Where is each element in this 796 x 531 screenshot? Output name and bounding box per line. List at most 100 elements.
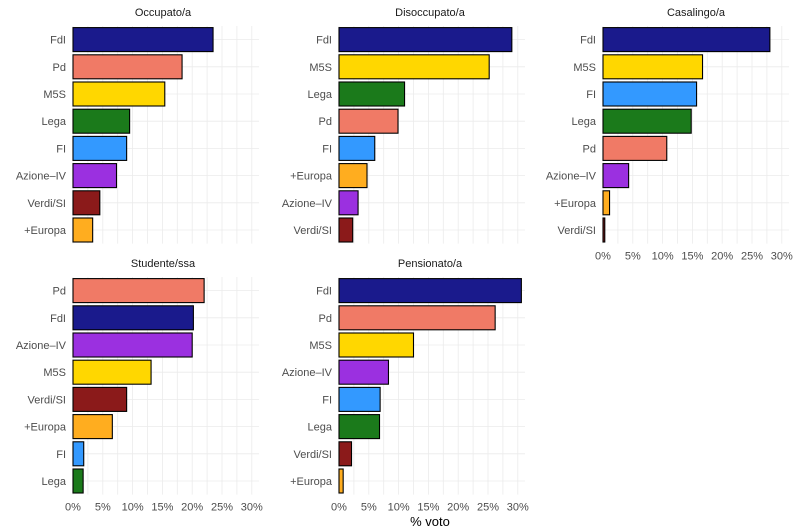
category-label: FdI (580, 35, 596, 47)
bar (338, 468, 344, 494)
category-label: Pd (583, 143, 596, 155)
category-label: Verdi/SI (293, 225, 332, 237)
panel-title: Occupato/a (135, 7, 192, 19)
category-label: FdI (50, 313, 66, 325)
bar (72, 190, 101, 216)
category-label: Azione–IV (16, 171, 67, 183)
bar (338, 217, 354, 243)
bar (338, 414, 381, 440)
category-label: M5S (309, 62, 332, 74)
bar (72, 135, 128, 161)
category-label: Azione–IV (282, 198, 333, 210)
category-label: Azione–IV (546, 171, 597, 183)
bar (602, 81, 698, 107)
x-tick-label: 25% (211, 502, 233, 514)
category-label: FdI (50, 35, 66, 47)
bar (338, 108, 399, 134)
bar (338, 278, 522, 304)
bar (72, 81, 166, 107)
category-label: M5S (43, 89, 66, 101)
x-tick-label: 5% (361, 502, 377, 514)
category-label: Pd (319, 116, 332, 128)
category-label: Azione–IV (282, 367, 333, 379)
bar (338, 190, 359, 216)
category-label: Lega (572, 116, 597, 128)
bar (72, 414, 113, 440)
panel-title: Casalingo/a (667, 7, 726, 19)
category-label: FI (56, 143, 66, 155)
panel-0: Occupato/a FdI Pd M5S Lega FI Azione–IV Verdi/S… (16, 7, 259, 244)
category-label: +Europa (290, 476, 333, 488)
category-label: +Europa (554, 198, 597, 210)
bar (72, 217, 94, 243)
x-tick-label: 25% (477, 502, 499, 514)
category-label: M5S (573, 62, 596, 74)
category-label: Verdi/SI (27, 394, 66, 406)
category-label: Lega (42, 116, 67, 128)
x-tick-label: 10% (122, 502, 144, 514)
bar (72, 54, 183, 80)
category-label: M5S (309, 340, 332, 352)
category-label: FI (322, 143, 332, 155)
x-tick-label: 5% (95, 502, 111, 514)
category-label: Verdi/SI (27, 198, 66, 210)
x-tick-label: 0% (331, 502, 347, 514)
bar (72, 468, 84, 494)
panel-3: Studente/ssa Pd FdI Azione–IV M5S Verdi/SI +Eu… (16, 258, 263, 514)
panel-title: Studente/ssa (131, 258, 196, 270)
x-tick-label: 15% (417, 502, 439, 514)
x-tick-label: 10% (652, 251, 674, 263)
category-label: +Europa (24, 422, 67, 434)
bar (602, 27, 771, 53)
bar (602, 163, 630, 189)
category-label: Lega (42, 476, 67, 488)
category-label: Verdi/SI (557, 225, 596, 237)
category-label: M5S (43, 367, 66, 379)
x-tick-label: 30% (771, 251, 793, 263)
x-tick-label: 0% (65, 502, 81, 514)
category-label: Azione–IV (16, 340, 67, 352)
category-label: FI (322, 394, 332, 406)
category-label: Pd (319, 313, 332, 325)
category-label: +Europa (24, 225, 67, 237)
bar (602, 108, 692, 134)
x-tick-label: 0% (595, 251, 611, 263)
panel-title: Disoccupato/a (395, 7, 466, 19)
bar (338, 81, 406, 107)
category-label: Lega (308, 422, 333, 434)
panel-1: Disoccupato/a FdI M5S Lega Pd FI +Europa Azione… (282, 7, 525, 244)
bar (72, 163, 118, 189)
bar (72, 441, 85, 467)
category-label: Pd (53, 62, 66, 74)
bar (338, 441, 353, 467)
panel-title: Pensionato/a (398, 258, 463, 270)
bar (338, 359, 390, 385)
x-tick-label: 15% (151, 502, 173, 514)
category-label: FI (56, 449, 66, 461)
category-label: FdI (316, 286, 332, 298)
bar (72, 27, 214, 53)
x-tick-label: 20% (181, 502, 203, 514)
category-label: FdI (316, 35, 332, 47)
x-tick-label: 30% (507, 502, 529, 514)
bar (338, 54, 490, 80)
x-tick-label: 25% (741, 251, 763, 263)
bar (72, 108, 131, 134)
bar (338, 27, 513, 53)
category-label: +Europa (290, 171, 333, 183)
bar (602, 217, 606, 243)
x-tick-label: 20% (711, 251, 733, 263)
bar (602, 190, 611, 216)
category-label: Lega (308, 89, 333, 101)
bar (72, 305, 194, 331)
x-tick-label: 30% (241, 502, 263, 514)
panel-4: Pensionato/a FdI Pd M5S Azione–IV FI Lega Verdi… (282, 258, 529, 514)
bar (338, 305, 496, 331)
x-tick-label: 10% (388, 502, 410, 514)
category-label: FI (586, 89, 596, 101)
bar (72, 332, 193, 358)
x-tick-label: 15% (681, 251, 703, 263)
bar (72, 278, 205, 304)
x-tick-label: 20% (447, 502, 469, 514)
